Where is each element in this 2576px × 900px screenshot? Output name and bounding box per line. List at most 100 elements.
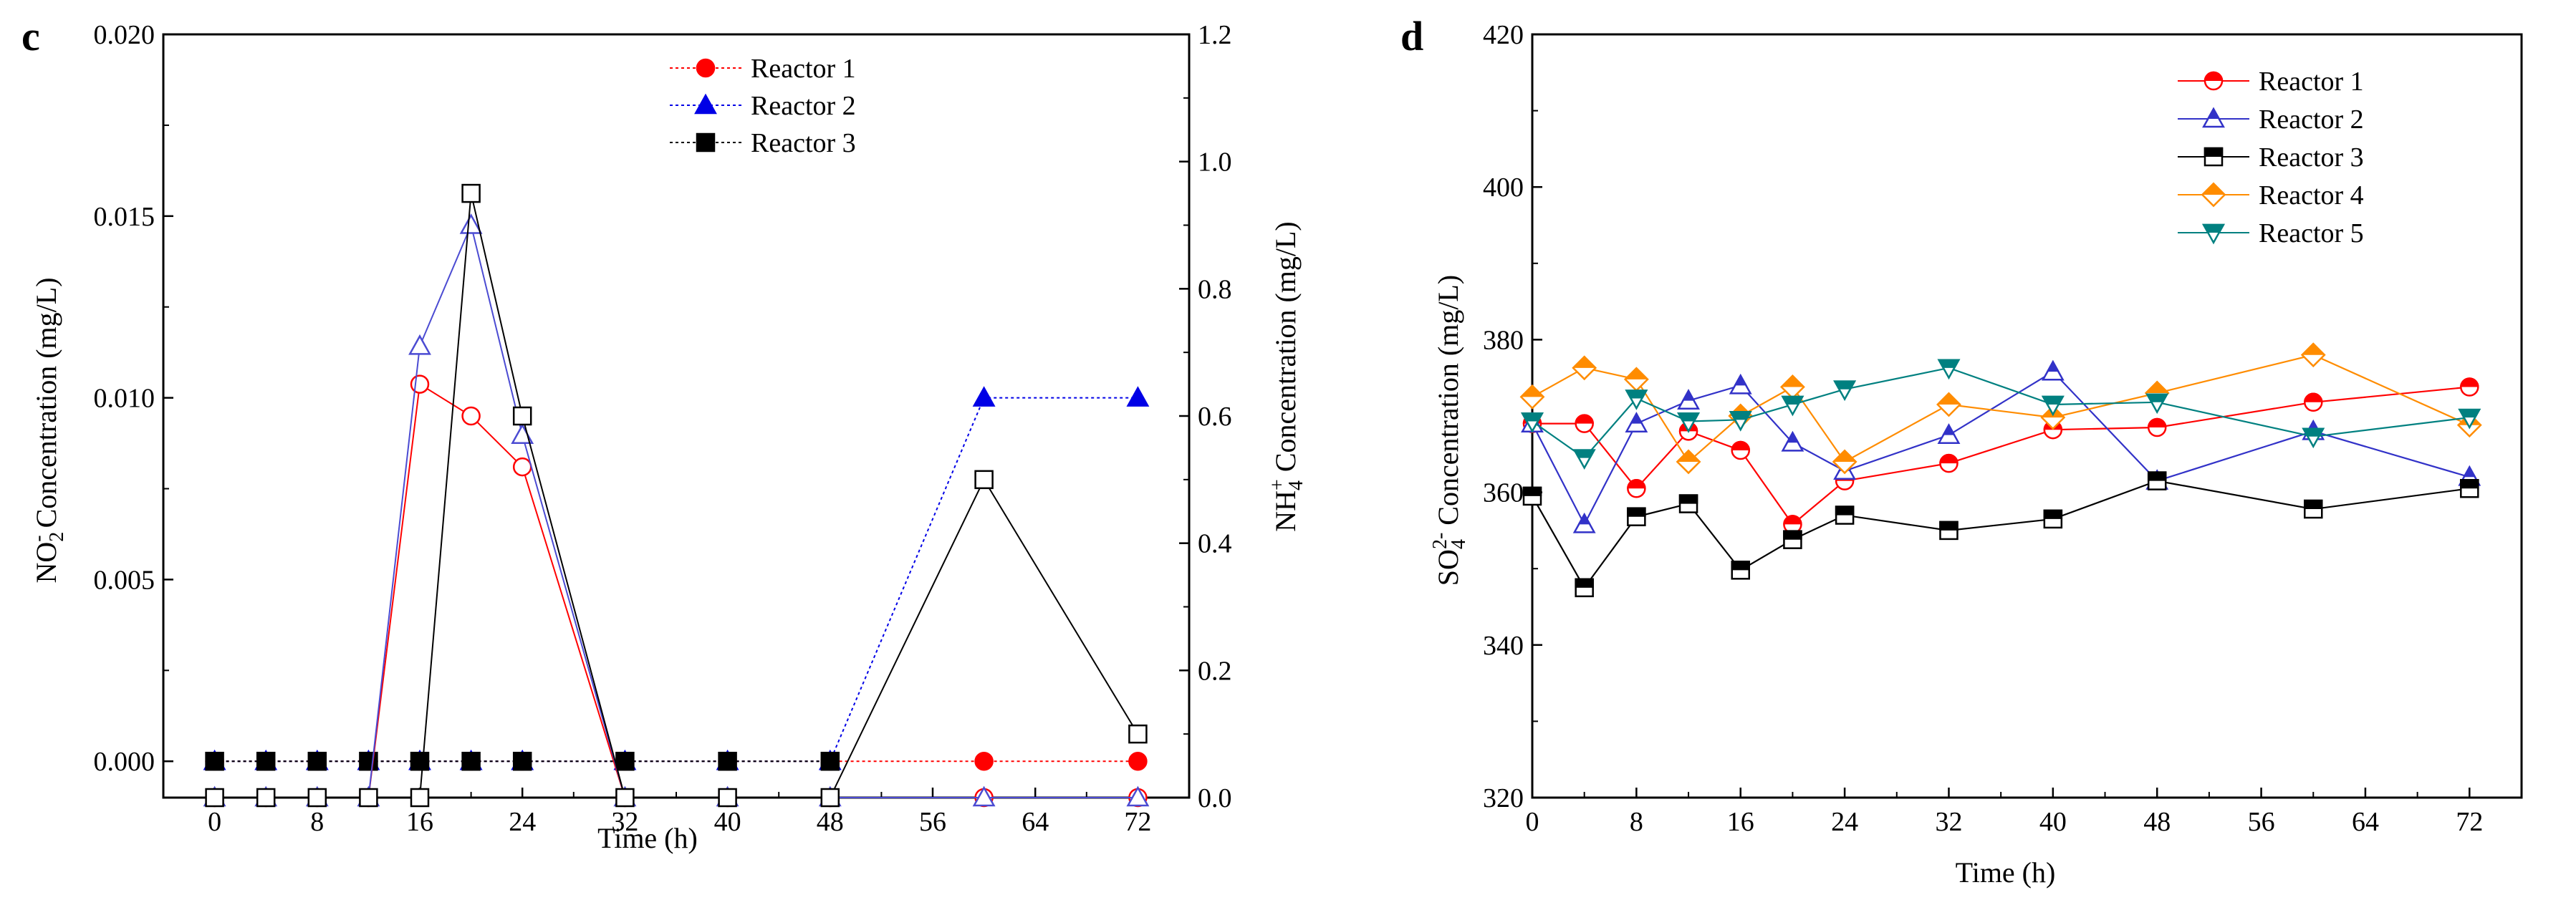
data-point bbox=[1729, 411, 1752, 432]
x-tick-label: 48 bbox=[817, 807, 844, 837]
data-point bbox=[1624, 367, 1649, 392]
x-tick-label: 32 bbox=[611, 807, 638, 837]
y2-tick-label: 0.0 bbox=[1198, 783, 1232, 813]
data-point-top-half bbox=[2460, 377, 2479, 387]
x-tick-label: 48 bbox=[2143, 807, 2171, 837]
data-point-top-half bbox=[1937, 359, 1961, 368]
series-reactor-2-nh4- bbox=[203, 213, 1150, 807]
data-point bbox=[974, 751, 994, 771]
legend-entry: Reactor 5 bbox=[2178, 218, 2364, 248]
data-point bbox=[2460, 377, 2479, 397]
legend-marker bbox=[2202, 107, 2225, 128]
data-point bbox=[1677, 412, 1700, 433]
data-point bbox=[461, 751, 481, 771]
data-point bbox=[1678, 494, 1698, 513]
data-point bbox=[410, 788, 430, 808]
series-line bbox=[1532, 480, 2470, 589]
data-point-top-half bbox=[1676, 449, 1701, 462]
data-point bbox=[205, 751, 224, 771]
data-point bbox=[718, 788, 737, 808]
data-point-top-half bbox=[1681, 389, 1696, 401]
data-point bbox=[459, 213, 483, 234]
data-point bbox=[2043, 509, 2063, 529]
data-point bbox=[1729, 373, 1752, 395]
data-point bbox=[2041, 359, 2065, 381]
data-point bbox=[974, 470, 994, 490]
data-point bbox=[972, 785, 996, 807]
x-tick-label: 40 bbox=[2039, 807, 2067, 837]
data-point bbox=[1575, 578, 1594, 598]
y2-tick-label: 1.2 bbox=[1198, 20, 1232, 50]
y-axis-title-sub: 2 bbox=[46, 532, 68, 542]
data-point bbox=[2304, 499, 2323, 519]
x-tick-label: 64 bbox=[1022, 807, 1049, 837]
legend-entry: Reactor 2 bbox=[2178, 105, 2364, 135]
data-point-top-half bbox=[2043, 509, 2063, 519]
data-point bbox=[1936, 392, 1961, 417]
data-point bbox=[410, 374, 430, 394]
x-axis-title: Time (h) bbox=[597, 822, 698, 854]
y2-tick-label: 0.4 bbox=[1198, 529, 1232, 559]
y2-tick-label: 0.6 bbox=[1198, 402, 1232, 432]
legend-entry: Reactor 1 bbox=[2178, 67, 2364, 97]
data-point-top-half bbox=[1942, 423, 1956, 435]
series-line bbox=[1532, 386, 2470, 526]
data-point-top-half bbox=[1835, 505, 1855, 516]
data-point bbox=[615, 751, 635, 771]
x-tick-label: 72 bbox=[1124, 807, 1151, 837]
data-point bbox=[2041, 395, 2065, 417]
data-point-top-half bbox=[1939, 521, 1959, 531]
data-point bbox=[1519, 384, 1545, 410]
series-line bbox=[1532, 367, 2470, 460]
y-tick-label: 0.010 bbox=[94, 384, 155, 414]
data-point-top-half bbox=[2460, 479, 2479, 489]
legend-label: Reactor 3 bbox=[2259, 142, 2364, 173]
y2-tick-label: 0.8 bbox=[1198, 274, 1232, 304]
data-point bbox=[1575, 414, 1594, 433]
data-point-top-half bbox=[1729, 411, 1752, 420]
data-point-top-half bbox=[1936, 392, 1961, 405]
data-point-top-half bbox=[2046, 359, 2060, 372]
series-line bbox=[214, 397, 1138, 763]
data-point-top-half bbox=[1734, 373, 1747, 386]
x-tick-label: 8 bbox=[1630, 807, 1643, 837]
series-reactor-2 bbox=[203, 386, 1150, 770]
y-tick-label: 340 bbox=[1483, 631, 1524, 661]
data-point-top-half bbox=[2458, 408, 2481, 418]
legend-marker-top-half bbox=[2201, 182, 2226, 195]
legend-marker bbox=[694, 93, 717, 115]
data-point-top-half bbox=[1677, 412, 1700, 422]
plot-frame bbox=[162, 33, 1191, 799]
data-point-top-half bbox=[1731, 561, 1750, 571]
data-point bbox=[461, 183, 481, 203]
data-point-top-half bbox=[2304, 392, 2323, 402]
data-point-top-half bbox=[1627, 479, 1646, 489]
data-point-top-half bbox=[1786, 430, 1799, 443]
y-axis-title-main: SO bbox=[1432, 549, 1464, 586]
x-tick-label: 0 bbox=[208, 807, 221, 837]
data-point bbox=[1781, 395, 1804, 417]
data-point bbox=[1939, 453, 1959, 473]
x-axis-title: Time (h) bbox=[1956, 856, 2056, 889]
x-tick-label: 24 bbox=[509, 807, 536, 837]
data-point-top-half bbox=[1625, 389, 1648, 399]
legend-label: Reactor 3 bbox=[751, 128, 856, 158]
data-point bbox=[1783, 515, 1802, 534]
data-point bbox=[512, 751, 532, 771]
legend-entry: Reactor 1 bbox=[670, 54, 856, 84]
legend-entry: Reactor 4 bbox=[2178, 180, 2364, 211]
legend-label: Reactor 5 bbox=[2259, 218, 2364, 248]
data-point bbox=[2300, 342, 2326, 368]
data-point-top-half bbox=[1780, 374, 1805, 387]
data-point-top-half bbox=[1521, 412, 1544, 422]
data-point-top-half bbox=[1522, 486, 1542, 496]
data-point-top-half bbox=[1678, 494, 1698, 504]
x-tick-label: 32 bbox=[1935, 807, 1962, 837]
x-tick-label: 56 bbox=[919, 807, 946, 837]
data-point bbox=[307, 751, 327, 771]
legend-label: Reactor 1 bbox=[2259, 67, 2364, 97]
data-point bbox=[1126, 386, 1150, 407]
series-reactor-3-nh4- bbox=[205, 183, 1148, 808]
y-axis-title: SO42- Concentration (mg/L) bbox=[1429, 275, 1470, 586]
data-point bbox=[820, 788, 840, 808]
